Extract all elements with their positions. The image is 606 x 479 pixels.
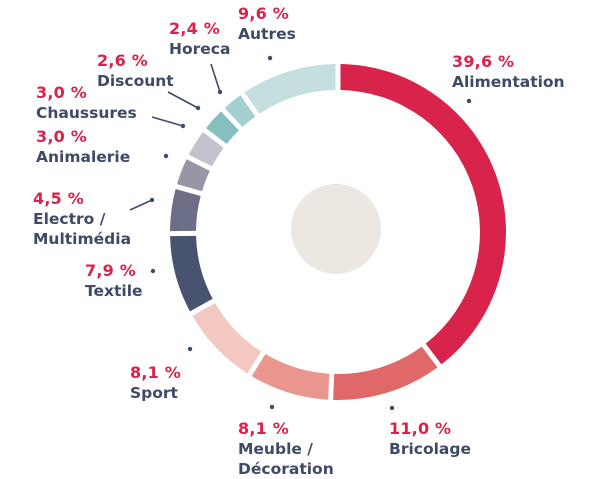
leader-marks — [129, 55, 472, 411]
name-alimentation: Alimentation — [452, 73, 565, 91]
donut-segment-horeca — [224, 95, 256, 127]
name-sport: Sport — [130, 384, 178, 402]
label-discount: 2,6 % Discount — [97, 51, 174, 91]
leader-dot-discount — [195, 105, 201, 111]
leader-dot-horeca — [217, 89, 223, 95]
donut-segment-chaussures — [188, 132, 224, 167]
donut-segment-alimentation — [340, 64, 506, 365]
percent-horeca: 2,4 % — [169, 19, 220, 38]
label-electro: 4,5 % Electro / Multimédia — [33, 189, 131, 249]
name-textile: Textile — [85, 282, 143, 300]
donut-segment-textile — [170, 235, 213, 312]
leader-line-electro — [129, 199, 153, 211]
leader-line-discount — [167, 91, 199, 109]
name-animalerie: Animalerie — [36, 148, 131, 166]
name-autres: Autres — [238, 25, 296, 43]
name-bricolage: Bricolage — [389, 440, 471, 458]
label-autres: 9,6 % Autres — [238, 4, 296, 44]
label-meuble: 8,1 % Meuble / Décoration — [238, 419, 334, 479]
leader-dot-meuble — [269, 404, 275, 410]
name-electro-line1: Electro / — [33, 210, 106, 228]
percent-textile: 7,9 % — [85, 261, 136, 280]
percent-electro: 4,5 % — [33, 189, 84, 208]
leader-dot-bricolage — [389, 405, 395, 411]
donut-segment-meuble-décoration — [251, 354, 330, 400]
percent-autres: 9,6 % — [238, 4, 289, 23]
leader-dot-sport — [187, 346, 193, 352]
donut-segment-autres — [244, 64, 336, 114]
percent-sport: 8,1 % — [130, 363, 181, 382]
percent-animalerie: 3,0 % — [36, 127, 87, 146]
label-textile: 7,9 % Textile — [85, 261, 143, 301]
leader-dot-chaussures — [180, 123, 186, 129]
donut-segment-sport — [192, 303, 262, 374]
label-sport: 8,1 % Sport — [130, 363, 196, 403]
leader-line-chaussures — [151, 116, 184, 127]
leader-dot-electro — [149, 197, 155, 203]
percent-chaussures: 3,0 % — [36, 83, 87, 102]
label-animalerie: 3,0 % Animalerie — [36, 127, 130, 167]
leader-dot-textile — [150, 268, 156, 274]
leader-dot-animalerie — [163, 153, 169, 159]
percent-discount: 2,6 % — [97, 51, 148, 70]
label-bricolage: 11,0 % Bricolage — [389, 419, 471, 459]
donut-segment-electro-multimédia — [170, 188, 201, 232]
name-horeca: Horeca — [169, 40, 231, 58]
percent-alimentation: 39,6 % — [452, 52, 515, 71]
name-meuble-line1: Meuble / — [238, 440, 313, 458]
label-alimentation: 39,6 % Alimentation — [452, 52, 565, 92]
name-chaussures: Chaussures — [36, 104, 137, 122]
donut-segment-bricolage — [333, 346, 438, 400]
percent-meuble: 8,1 % — [238, 419, 289, 438]
donut-segment-discount — [205, 111, 239, 144]
donut-segment-animalerie — [176, 159, 210, 192]
leader-dot-autres — [267, 55, 273, 61]
label-horeca: 2,4 % Horeca — [169, 19, 230, 59]
name-meuble-line2: Décoration — [238, 460, 334, 478]
label-chaussures: 3,0 % Chaussures — [36, 83, 137, 123]
center-disc — [291, 184, 381, 274]
name-discount: Discount — [97, 72, 174, 90]
name-electro-line2: Multimédia — [33, 230, 132, 248]
leader-dot-alimentation — [466, 98, 472, 104]
percent-bricolage: 11,0 % — [389, 419, 452, 438]
donut-ring — [170, 64, 506, 400]
leader-line-horeca — [210, 63, 221, 93]
